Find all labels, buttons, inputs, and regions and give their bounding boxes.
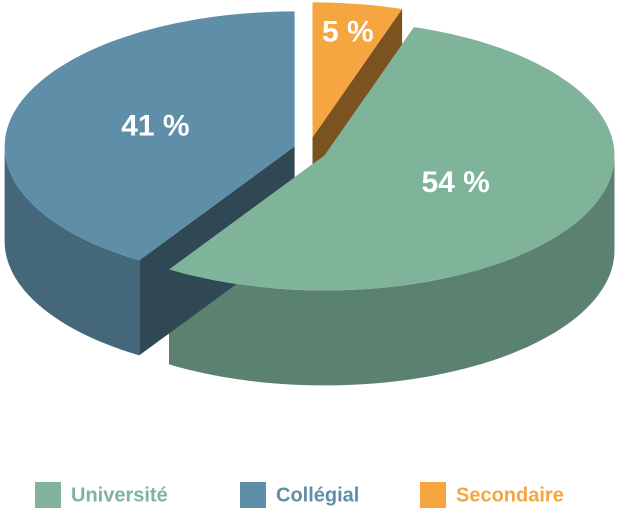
legend-swatch — [420, 482, 446, 508]
slice-top — [312, 2, 403, 138]
legend-label: Université — [71, 484, 168, 506]
slice-side — [169, 155, 615, 386]
slice-top — [169, 27, 615, 291]
data-label: 5 % — [322, 15, 374, 48]
legend-label: Secondaire — [456, 484, 564, 506]
slice-side — [4, 146, 140, 356]
data-label: 41 % — [121, 110, 189, 143]
legend-swatch — [240, 482, 266, 508]
slice-top — [4, 11, 295, 261]
data-label: 54 % — [421, 166, 489, 199]
legend-label: Collégial — [276, 484, 359, 506]
legend-swatch — [35, 482, 61, 508]
